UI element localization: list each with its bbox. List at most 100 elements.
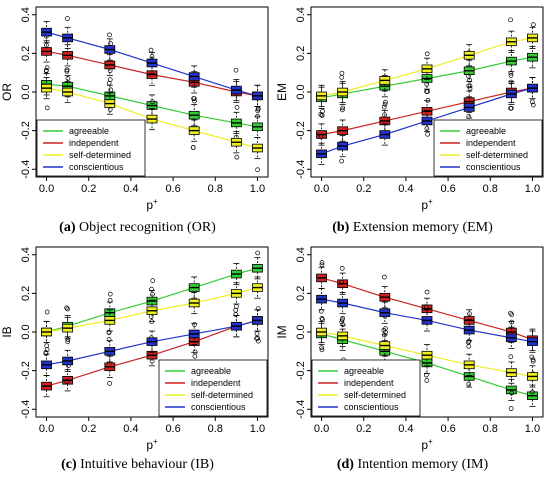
outlier-point xyxy=(44,347,50,353)
x-tick-label: 0.6 xyxy=(440,183,455,195)
box-conscientious xyxy=(230,304,242,338)
outlier-point xyxy=(318,134,324,139)
outlier-point xyxy=(423,372,429,378)
chart-svg: 0.0 0.2 0.4 0.6 0.8 1.0 -0.4 -0.2 0.0 0.2 0.4 p+ EM a… xyxy=(275,6,544,212)
outlier-point xyxy=(106,80,112,86)
outlier-point xyxy=(107,291,113,297)
legend-label-self-determined: self-determined xyxy=(191,390,253,400)
box-self-determined xyxy=(316,308,327,353)
outlier-point xyxy=(233,312,239,317)
x-tick-label: 1.0 xyxy=(250,183,265,195)
outlier-point xyxy=(64,305,69,311)
y-tick-label: 0.4 xyxy=(295,247,307,262)
outlier-point xyxy=(508,17,513,23)
outlier-point xyxy=(150,99,155,105)
caption-d-text: Intention memory (IM) xyxy=(353,457,489,472)
box-self-determined xyxy=(337,315,349,347)
box-conscientious xyxy=(62,337,74,384)
caption-c-letter: (c) xyxy=(61,457,77,472)
x-axis-label-superscript: + xyxy=(153,437,158,446)
box-self-determined xyxy=(379,69,391,105)
box-conscientious xyxy=(505,319,517,360)
x-tick-label: 1.0 xyxy=(525,423,540,435)
x-axis-label-superscript: + xyxy=(153,197,158,206)
outlier-point xyxy=(530,357,536,362)
outlier-point xyxy=(529,354,535,360)
caption-c-text: Intuitive behaviour (IB) xyxy=(76,457,214,472)
outlier-point xyxy=(106,330,112,335)
outlier-point xyxy=(43,68,49,73)
box-agreeable xyxy=(188,276,200,307)
x-tick-label: 1.0 xyxy=(525,183,540,195)
box-self-determined xyxy=(230,131,242,160)
x-axis-label: p+ xyxy=(146,197,158,212)
box-conscientious xyxy=(252,84,263,112)
outlier-point xyxy=(509,312,515,317)
outlier-point xyxy=(256,338,261,344)
panel-object-recognition: 0.0 0.2 0.4 0.6 0.8 1.0 -0.4 -0.2 0.0 0.2 0.4 p+ OR a… xyxy=(0,0,275,240)
box-conscientious xyxy=(527,330,538,364)
outlier-point xyxy=(530,102,536,108)
box-self-determined xyxy=(252,276,263,312)
outlier-point xyxy=(509,319,515,325)
legend: agreeable independent self-determined consc… xyxy=(311,359,421,417)
box-independent xyxy=(421,289,433,320)
outlier-point xyxy=(319,262,325,268)
outlier-point xyxy=(425,89,430,94)
outlier-point xyxy=(319,347,325,353)
outlier-point xyxy=(339,317,345,323)
outlier-point xyxy=(530,99,535,105)
caption-b-text: Extension memory (EM) xyxy=(349,220,493,235)
outlier-point xyxy=(424,378,430,383)
x-axis-label: p+ xyxy=(421,197,433,212)
box-conscientious xyxy=(146,47,158,75)
outlier-point xyxy=(192,349,198,355)
outlier-point xyxy=(149,358,155,364)
y-tick-label: 0.0 xyxy=(20,324,32,339)
outlier-point xyxy=(190,145,196,150)
box-conscientious xyxy=(316,134,327,165)
y-tick-label: -0.2 xyxy=(20,121,32,140)
outlier-point xyxy=(255,167,260,173)
chart-svg: 0.0 0.2 0.4 0.6 0.8 1.0 -0.4 -0.2 0.0 0.2 0.4 p+ IM a… xyxy=(275,246,544,452)
y-tick-label: 0.4 xyxy=(295,7,307,22)
legend-label-agreeable: agreeable xyxy=(191,366,231,376)
outlier-point xyxy=(107,381,112,386)
box-self-determined xyxy=(41,320,52,355)
x-tick-label: 0.8 xyxy=(208,423,223,435)
outlier-point xyxy=(233,67,239,73)
x-tick-label: 0.8 xyxy=(483,423,498,435)
box-conscientious xyxy=(188,65,200,101)
outlier-point xyxy=(149,286,154,292)
outlier-point xyxy=(44,42,49,48)
box-agreeable xyxy=(230,263,242,297)
box-self-determined xyxy=(62,76,74,104)
outlier-point xyxy=(234,154,240,160)
outlier-point xyxy=(65,306,70,312)
caption-b-letter: (b) xyxy=(332,220,350,235)
outlier-point xyxy=(508,354,514,360)
box-independent xyxy=(316,112,327,146)
outlier-point xyxy=(44,65,50,71)
box-conscientious xyxy=(41,347,52,376)
legend: agreeable independent self-determined consc… xyxy=(158,359,268,417)
outlier-point xyxy=(508,310,513,316)
box-self-determined xyxy=(421,344,433,378)
outlier-point xyxy=(425,97,431,103)
outlier-point xyxy=(530,358,536,364)
outlier-point xyxy=(424,51,430,57)
outlier-point xyxy=(467,311,472,317)
legend-label-conscientious: conscientious xyxy=(466,162,521,172)
x-tick-label: 0.8 xyxy=(208,183,223,195)
outlier-point xyxy=(65,16,70,21)
box-agreeable xyxy=(505,50,517,85)
panel-intention-memory: 0.0 0.2 0.4 0.6 0.8 1.0 -0.4 -0.2 0.0 0.2 0.4 p+ IM a… xyxy=(275,240,550,480)
outlier-point xyxy=(339,279,345,285)
caption-d: (d) Intention memory (IM) xyxy=(275,457,550,473)
outlier-point xyxy=(192,322,197,327)
outlier-point xyxy=(108,41,113,46)
outlier-point xyxy=(382,274,387,280)
box-self-determined xyxy=(104,80,116,115)
x-tick-label: 0.0 xyxy=(39,183,54,195)
chart-svg: 0.0 0.2 0.4 0.6 0.8 1.0 -0.4 -0.2 0.0 0.2 0.4 p+ IB a… xyxy=(0,246,269,452)
